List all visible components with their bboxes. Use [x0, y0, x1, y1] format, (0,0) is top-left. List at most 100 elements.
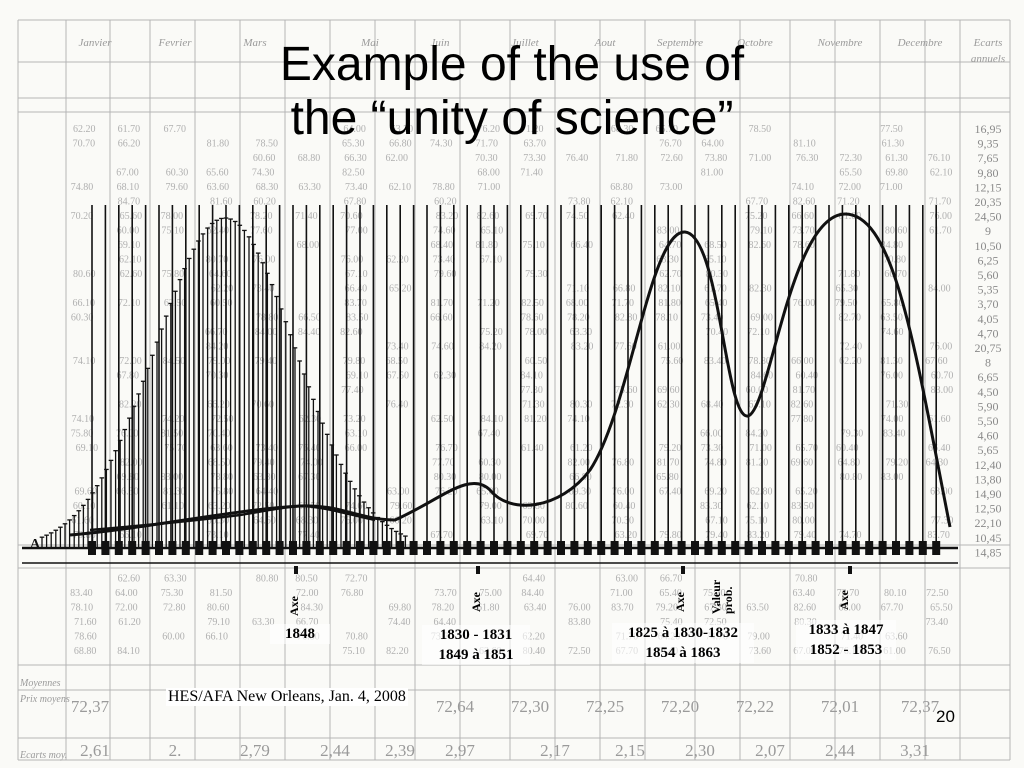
table-cell: 79.40 [705, 530, 728, 541]
table-cell: 76.50 [928, 646, 951, 657]
axis-tick-mark [905, 541, 914, 555]
table-cell: 73.80 [568, 197, 591, 208]
table-cell: 72.10 [118, 298, 141, 309]
moyenne-value: 72,37 [71, 697, 110, 716]
table-cell: 67.00 [116, 168, 138, 179]
table-cell: 76.20 [478, 124, 501, 135]
page-number: 20 [936, 707, 955, 726]
axis-tick-mark [315, 541, 324, 555]
table-cell: 82.30 [749, 284, 772, 295]
axis-tick-mark [704, 541, 713, 555]
axis-tick-mark [476, 541, 485, 555]
table-cell: 69.20 [704, 487, 727, 498]
table-cell: 63.30 [391, 124, 414, 135]
table-cell: 76.00 [253, 255, 276, 266]
table-cell: 60.50 [525, 356, 548, 367]
table-cell: 84.30 [301, 603, 324, 614]
table-cell: 66.40 [928, 443, 951, 454]
table-cell: 79.60 [166, 182, 189, 193]
axis-tick-mark [597, 541, 606, 555]
table-cell: 82.20 [386, 646, 409, 657]
table-cell: 66.40 [345, 284, 368, 295]
table-cell: 81.80 [658, 298, 681, 309]
annotation-line: 1854 à 1863 [645, 645, 721, 661]
month-header: Novembre [817, 37, 863, 49]
table-cell: 78.50 [256, 139, 278, 150]
table-cell: 75.20 [745, 211, 768, 222]
axis-tick-mark [409, 541, 418, 555]
table-cell: 67.10 [705, 516, 728, 527]
table-cell: 79.30 [841, 429, 864, 440]
table-cell: 60.30 [478, 458, 501, 469]
axis-tick-mark [878, 541, 887, 555]
table-cell: 74.60 [881, 327, 904, 338]
table-cell: 73.80 [705, 153, 728, 164]
ecart-value: 5,50 [978, 414, 999, 428]
table-cell: 60.10 [73, 501, 96, 512]
axis-tick-mark [128, 541, 137, 555]
table-cell: 71.00 [478, 182, 501, 193]
month-header: Mai [360, 37, 379, 49]
ecart-moyen-value: 2,61 [80, 741, 110, 760]
table-cell: 67.40 [478, 429, 501, 440]
table-cell: 78.60 [792, 240, 815, 251]
table-cell: 66.10 [73, 298, 96, 309]
ecart-value: 24,50 [975, 210, 1002, 224]
table-cell: 68.50 [704, 240, 727, 251]
table-cell: 62.10 [746, 501, 769, 512]
table-cell: 64.00 [343, 124, 366, 135]
table-cell: 60.40 [795, 371, 818, 382]
table-cell: 80.50 [295, 574, 318, 585]
table-cell: 68.80 [298, 153, 321, 164]
table-cell: 67.80 [117, 371, 140, 382]
table-cell: 82.60 [793, 197, 816, 208]
table-cell: 62.20 [73, 124, 96, 135]
table-cell: 64.40 [523, 574, 546, 585]
axis-tick-mark [543, 541, 552, 555]
table-cell: 76.00 [793, 298, 816, 309]
table-cell: 70.30 [475, 153, 498, 164]
table-cell: 62.40 [207, 226, 230, 237]
table-cell: 64.40 [434, 617, 457, 628]
table-cell: 68.30 [611, 124, 634, 135]
table-cell: 74.80 [71, 182, 94, 193]
ecarts-header: annuels [971, 53, 1005, 65]
ecart-value: 9 [985, 224, 991, 238]
axis-tick-mark [624, 541, 632, 555]
axis-tick-mark [570, 541, 579, 555]
table-cell: 81.50 [210, 588, 233, 599]
table-cell: 73.40 [701, 313, 724, 324]
table-cell: 69.80 [885, 168, 908, 179]
table-cell: 79.20 [655, 603, 678, 614]
axis-tick-mark [235, 541, 244, 555]
table-cell: 70.30 [612, 516, 635, 527]
table-cell: 63.70 [524, 139, 547, 150]
valeur-prob-label: Valeur prob. [709, 579, 735, 614]
table-cell: 75.00 [479, 588, 502, 599]
moyenne-value: 72,30 [511, 697, 549, 716]
bottom-row-label: Ecarts moy. [19, 750, 67, 761]
table-cell: 63.40 [524, 603, 547, 614]
table-cell: 80.10 [884, 588, 907, 599]
ecart-moyen-value: 2,30 [685, 741, 715, 760]
table-cell: 76.00 [612, 487, 635, 498]
table-cell: 69.10 [118, 240, 141, 251]
table-cell: 75.40 [660, 617, 683, 628]
table-cell: 66.10 [119, 530, 142, 541]
table-cell: 62.10 [930, 168, 953, 179]
table-cell: 66.20 [118, 139, 141, 150]
table-cell: 79.80 [659, 530, 682, 541]
axis-tick-mark [932, 541, 941, 555]
table-cell: 60.30 [71, 313, 94, 324]
table-header: Janvier Fevrier Mars Mai Juin Juillet Aout Sept… [79, 37, 1006, 65]
table-cell: 76.00 [929, 211, 952, 222]
table-cell: 65.60 [120, 211, 143, 222]
table-cell: 80.60 [73, 269, 96, 280]
table-cell: 62.30 [299, 414, 322, 425]
moyenne-value: 72,22 [736, 697, 774, 716]
table-cell: 76.00 [341, 255, 364, 266]
slide-title: Example of the use of the “unity of scie… [150, 38, 874, 146]
table-cell: 74.10 [567, 414, 590, 425]
table-cell: 69.10 [76, 443, 99, 454]
ecart-moyen-value: 2,79 [240, 741, 270, 760]
